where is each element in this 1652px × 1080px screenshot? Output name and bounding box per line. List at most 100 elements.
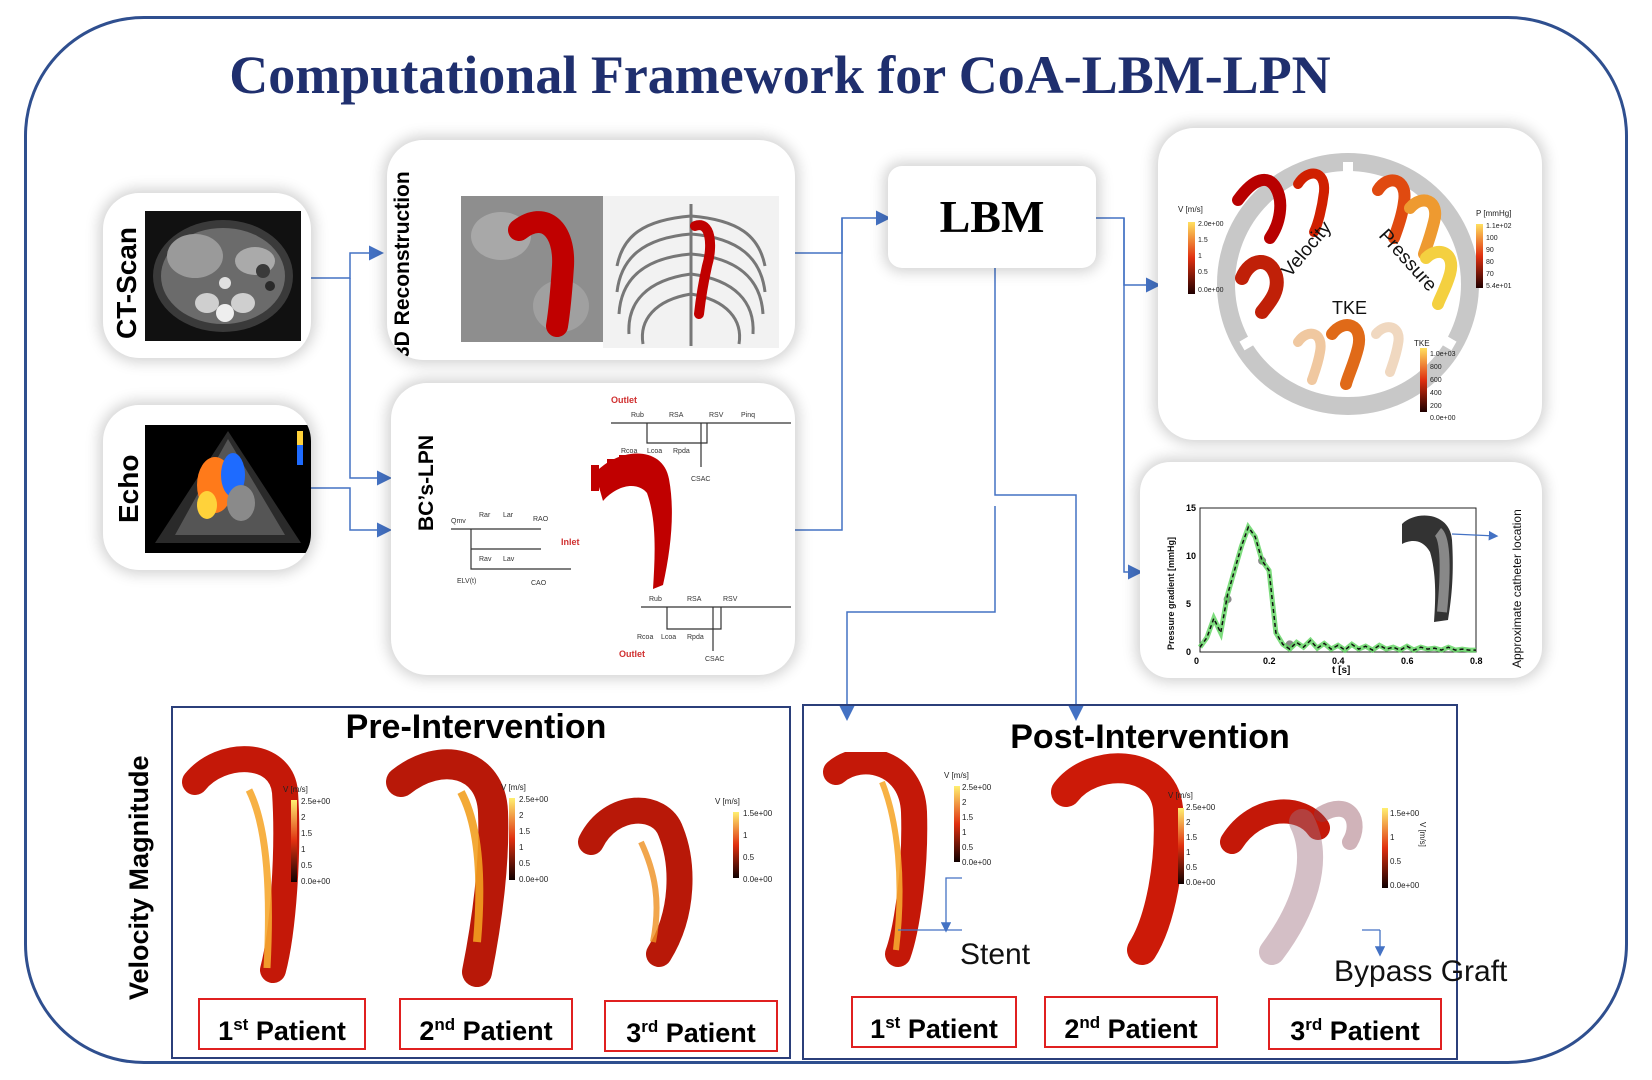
- post-p3-sup: rd: [1305, 1015, 1323, 1034]
- tke-unit: TKE: [1414, 339, 1430, 348]
- ct-scan-label: CT-Scan: [111, 226, 142, 339]
- p-tick-1: 100: [1486, 235, 1498, 242]
- lpn-rsv-top: RSV: [709, 412, 724, 419]
- post-p3-ord: 3: [1290, 1016, 1306, 1046]
- tke-tick-5: 0.0e+00: [1430, 415, 1456, 422]
- lpn-rar: Rar: [479, 512, 491, 519]
- post-p2-tick-3: 1: [1186, 848, 1191, 857]
- gradient-series-line: [1199, 525, 1476, 652]
- y-tick-label-3: 15: [1186, 503, 1196, 513]
- arrow-lpn-to-lbm: [795, 218, 843, 531]
- lpn-rsa-bottom: RSA: [687, 596, 702, 603]
- y-tick-label-2: 10: [1186, 551, 1196, 561]
- lpn-qmv: Qmv: [451, 518, 466, 525]
- p-tick-4: 70: [1486, 271, 1494, 278]
- post-p1-tick-4: 0.5: [962, 843, 974, 852]
- post-intervention-panel: Post-Intervention: [802, 704, 1458, 1060]
- pre-p1-tick-2: 1.5: [301, 829, 313, 838]
- pre-p1-unit: V [m/s]: [283, 785, 308, 794]
- recon-label: 3D Reconstruction: [391, 171, 414, 358]
- tke-tick-0: 1.0e+03: [1430, 351, 1456, 358]
- echo-label: Echo: [113, 454, 144, 523]
- x-tick-label-3: 0.6: [1401, 656, 1414, 666]
- lpn-rub-top: Rub: [631, 412, 644, 419]
- ct-scan-card: CT-Scan: [103, 193, 311, 358]
- velocity-magnitude-label: Velocity Magnitude: [124, 755, 154, 1000]
- tke-tick-4: 200: [1430, 403, 1442, 410]
- lpn-outlet-bottom: Outlet: [619, 649, 645, 659]
- post-p3-unit: V [m/s]: [1418, 822, 1427, 847]
- v-tick-1: 1.5: [1198, 237, 1208, 244]
- p-tick-3: 80: [1486, 259, 1494, 266]
- x-tick-label-2: 0.4: [1332, 656, 1345, 666]
- lpn-rpda-top: Rpda: [673, 448, 690, 455]
- pre-p1-tick-0: 2.5e+00: [301, 797, 331, 806]
- gradient-axes: [1199, 507, 1477, 653]
- pre-p2-tick-0: 2.5e+00: [519, 795, 549, 804]
- pre-p1-sup: st: [233, 1015, 249, 1034]
- pre-p1-tick-5: 0.0e+00: [301, 877, 331, 886]
- velocity-wheel-label: Velocity: [1278, 217, 1336, 281]
- post-p2-label: Patient: [1100, 1014, 1198, 1044]
- arrow-lbm-to-post: [994, 268, 1084, 721]
- pre-patient-2-box: 2nd Patient: [399, 998, 573, 1050]
- tke-tick-1: 800: [1430, 364, 1442, 371]
- pre-aorta-renders: V [m/s] 2.5e+00 2 1.5 1 0.5 0.0e+00 V [m…: [182, 746, 773, 987]
- post-patient-3-box: 3rd Patient: [1268, 998, 1442, 1050]
- bypass-graft-label: Bypass Graft: [1334, 955, 1508, 988]
- post-p2-unit: V [m/s]: [1168, 791, 1193, 800]
- lpn-circuit: Outlet Outlet Inlet Rub RSA RSV Pinq Rco…: [451, 395, 791, 663]
- contours-wheel: Velocity Pressure TKE V [m/s] 2.0e+00 1.…: [1178, 153, 1512, 422]
- arrow-lbm-to-gradient: [1123, 218, 1143, 580]
- pre-p3-tick-0: 1.5e+00: [743, 809, 773, 818]
- lpn-pinq: Pinq: [741, 412, 755, 419]
- contours-card: Velocity Pressure TKE V [m/s] 2.0e+00 1.…: [1158, 128, 1542, 440]
- lpn-outlet-top: Outlet: [611, 395, 637, 405]
- pre-p2-tick-2: 1.5: [519, 827, 531, 836]
- lpn-elv: ELV(t): [457, 578, 476, 585]
- post-p2-tick-5: 0.0e+00: [1186, 878, 1216, 887]
- lpn-lar: Lar: [503, 512, 514, 519]
- post-intervention-title: Post-Intervention: [1010, 718, 1290, 756]
- y-tick-label-1: 5: [1186, 599, 1191, 609]
- tke-wheel-label: TKE: [1332, 298, 1367, 318]
- lpn-inlet: Inlet: [561, 537, 580, 547]
- post-p1-tick-1: 2: [962, 798, 967, 807]
- lbm-card: LBM: [888, 166, 1096, 268]
- post-p3-tick-0: 1.5e+00: [1390, 809, 1420, 818]
- lpn-rao: RAO: [533, 516, 549, 523]
- lpn-rsv-bottom: RSV: [723, 596, 738, 603]
- stent-label: Stent: [960, 938, 1031, 971]
- post-p1-tick-5: 0.0e+00: [962, 858, 992, 867]
- lpn-csac-top: CSAC: [691, 476, 710, 483]
- x-tick-label-0: 0: [1194, 656, 1199, 666]
- pre-p3-label: Patient: [658, 1018, 756, 1048]
- v-unit: V [m/s]: [1178, 205, 1203, 214]
- tke-tick-3: 400: [1430, 390, 1442, 397]
- echo-card: Echo: [103, 405, 311, 570]
- post-p3-tick-2: 0.5: [1390, 857, 1402, 866]
- pre-patient-3-box: 3rd Patient: [604, 1000, 778, 1052]
- post-aorta-renders: V [m/s] 2.5e+00 2 1.5 1 0.5 0.0e+00 V [m…: [823, 752, 1427, 967]
- arrow-ct-to-recon: [310, 245, 384, 279]
- post-p3-tick-3: 0.0e+00: [1390, 881, 1420, 890]
- framework-frame: [24, 16, 1628, 1064]
- lpn-label: BC’s-LPN: [415, 434, 438, 531]
- post-p2-tick-4: 0.5: [1186, 863, 1198, 872]
- post-p1-sup: st: [885, 1013, 901, 1032]
- post-p1-ord: 1: [870, 1014, 886, 1044]
- lpn-csac-bottom: CSAC: [705, 656, 724, 663]
- p-unit: P [mmHg]: [1476, 209, 1511, 218]
- lpn-lcoa-top: Lcoa: [647, 448, 662, 455]
- post-p2-tick-0: 2.5e+00: [1186, 803, 1216, 812]
- post-p2-ord: 2: [1064, 1014, 1080, 1044]
- x-tick-label-1: 0.2: [1263, 656, 1276, 666]
- lbm-label: LBM: [939, 191, 1045, 242]
- pre-p1-label: Patient: [248, 1016, 346, 1046]
- post-p2-tick-2: 1.5: [1186, 833, 1198, 842]
- lpn-card: BC’s-LPN Outlet Outlet Inlet Rub RSA RSV…: [391, 383, 795, 675]
- lpn-rub-bottom: Rub: [649, 596, 662, 603]
- ct-scan-image: [145, 211, 301, 341]
- pre-p2-tick-5: 0.0e+00: [519, 875, 549, 884]
